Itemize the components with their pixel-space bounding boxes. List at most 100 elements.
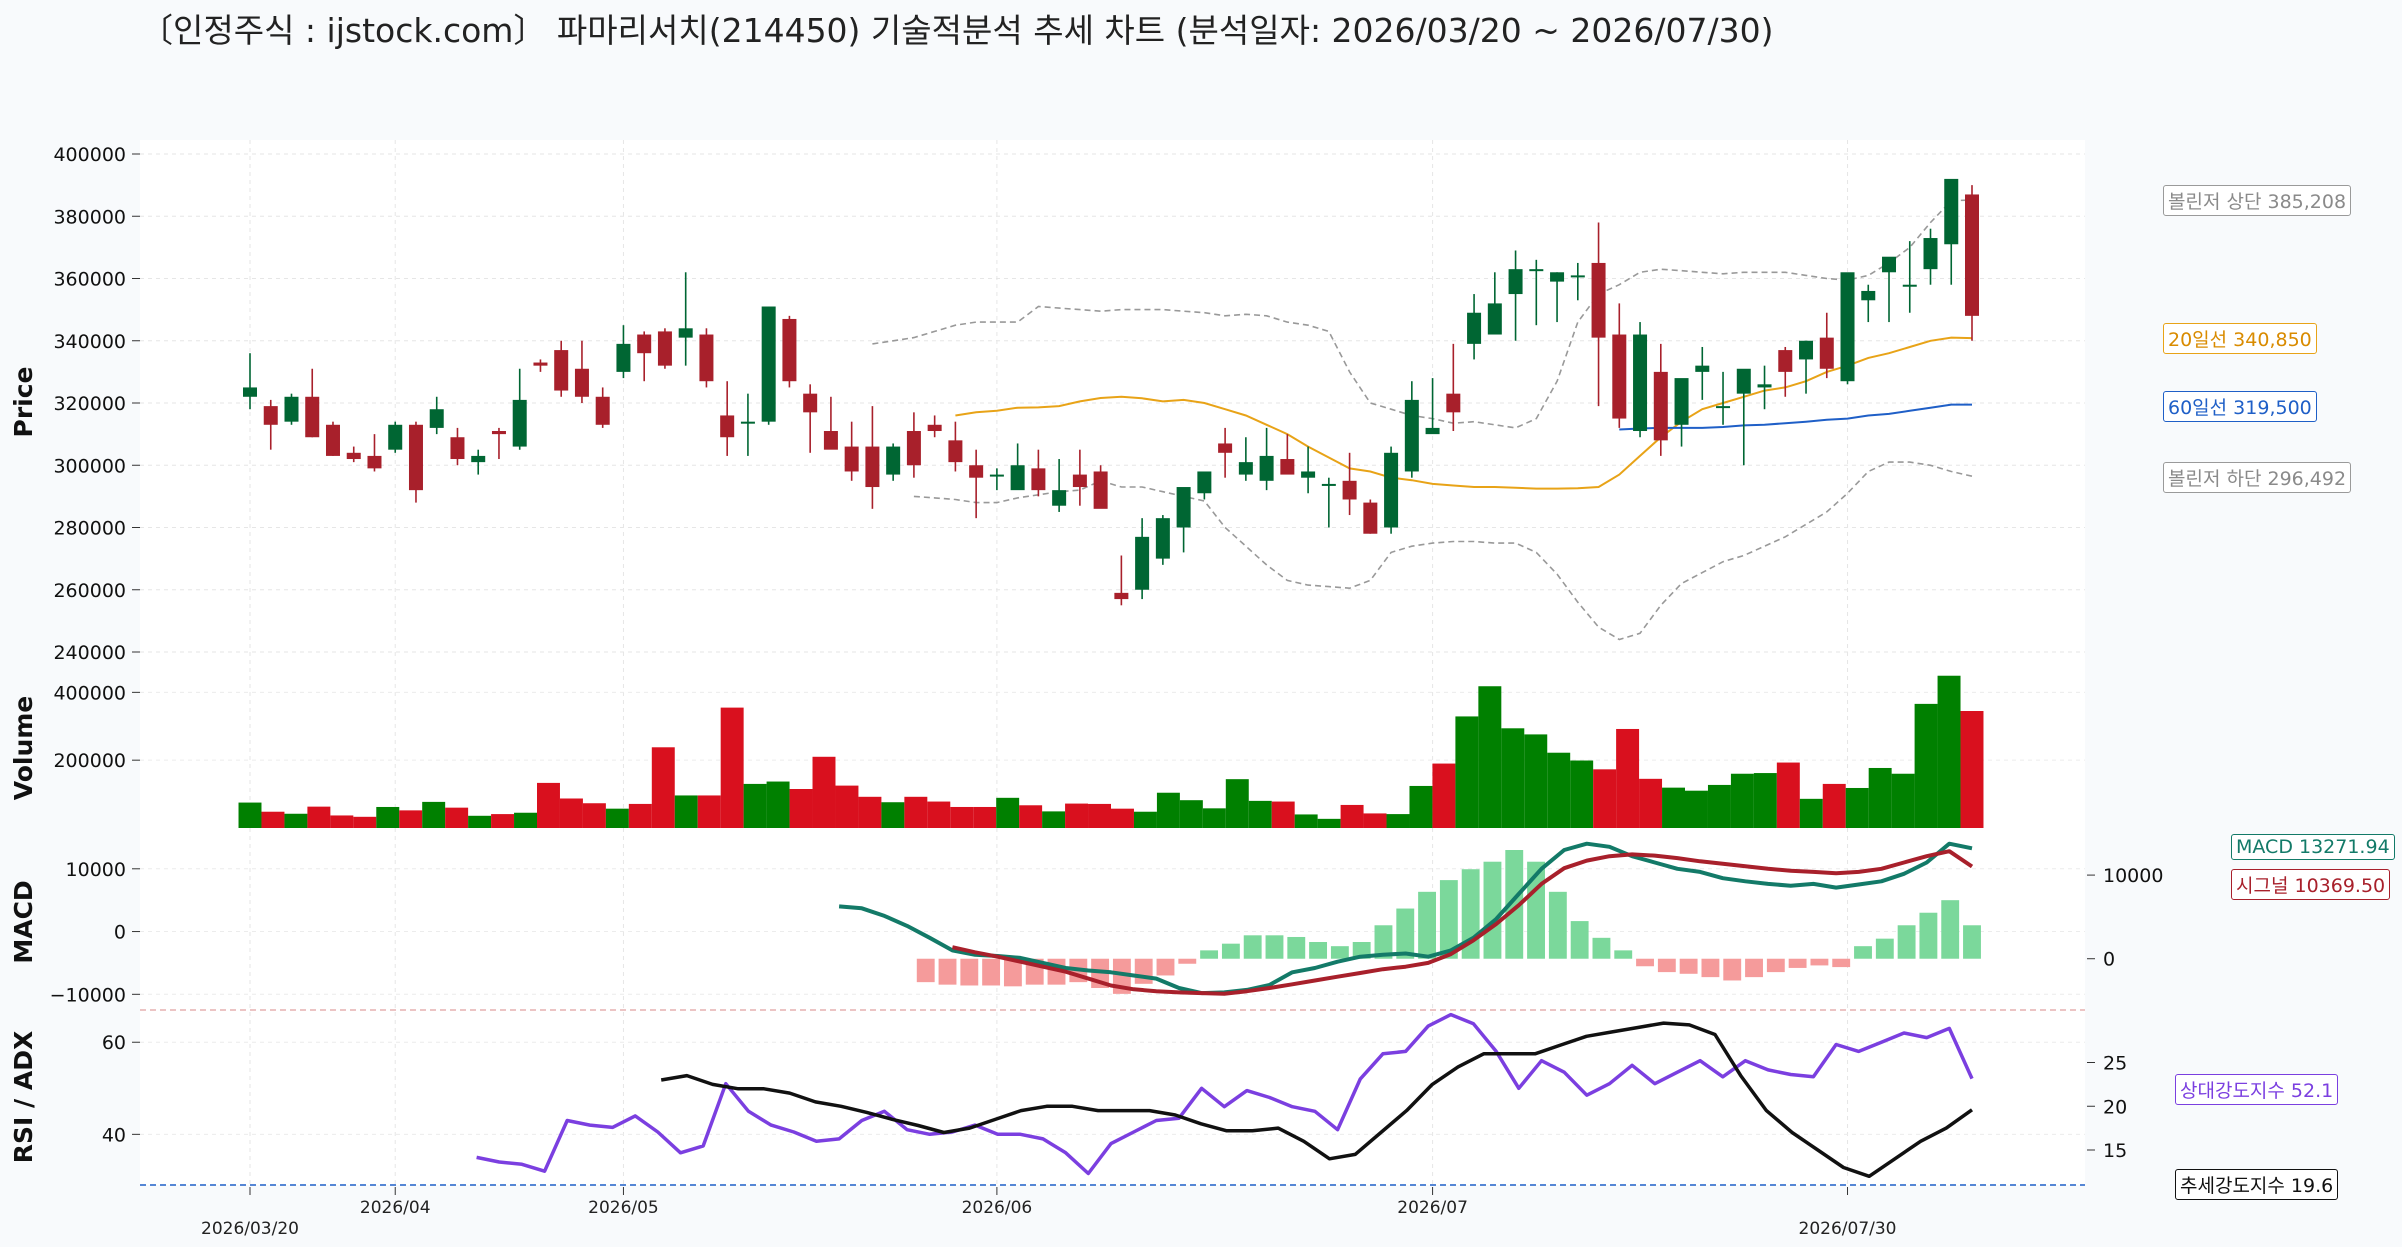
candle-body (1591, 262, 1606, 338)
volume-bar (514, 812, 537, 828)
candle-body (1819, 337, 1834, 369)
x-tick-label: 2026/03/20 (201, 1219, 299, 1239)
legend-adx: 추세강도지수 19.6 (2175, 1169, 2339, 1200)
candle-body (1155, 518, 1170, 559)
macd-right-tick-label: 0 (2103, 949, 2115, 971)
macd-hist-bar (1766, 958, 1785, 973)
volume-bar (1248, 800, 1272, 828)
macd-hist-bar (1330, 946, 1349, 959)
candle-body (1778, 350, 1793, 372)
macd-hist-bar (1919, 912, 1938, 959)
macd-hist-bar (1243, 935, 1262, 959)
volume-bar (1593, 769, 1617, 828)
candle-body (1052, 490, 1067, 506)
grid-layer (140, 140, 2085, 1185)
volume-bar (628, 803, 652, 828)
macd-hist-bar (1156, 958, 1175, 976)
candle-body (637, 334, 652, 354)
candle-body (1840, 272, 1855, 382)
candle-body (782, 318, 797, 382)
macd-hist-bar (1178, 958, 1197, 964)
candle-body (1529, 269, 1544, 272)
volume-bar (1042, 811, 1066, 828)
macd-hist-bar (1723, 958, 1742, 981)
candle-body (989, 474, 1004, 477)
candle-body (720, 415, 735, 438)
legend-boll-upper: 볼린저 상단 385,208 (2163, 185, 2352, 216)
ma60-line (1619, 403, 1972, 431)
candle-body (1238, 462, 1253, 475)
volume-bar (789, 789, 813, 828)
volume-bar (1111, 808, 1134, 828)
volume-bar (858, 796, 882, 828)
volume-bar (1868, 767, 1892, 828)
macd-tick-label: 10000 (66, 859, 126, 881)
price-tick-label: 340000 (53, 331, 126, 353)
volume-bar (1662, 787, 1685, 828)
candle-body (699, 334, 714, 382)
macd-hist-bar (938, 958, 957, 985)
x-tick-label: 2026/04 (360, 1198, 431, 1218)
candle-body (1674, 378, 1689, 425)
macd-hist-bar (1745, 958, 1763, 978)
candle-body (1487, 303, 1502, 335)
candle-body (574, 368, 589, 397)
macd-hist-bar (916, 958, 935, 983)
volume-bar (1202, 808, 1226, 828)
volume-bar (353, 816, 377, 828)
volume-bar (743, 783, 767, 828)
candle-body (1425, 427, 1440, 435)
candle-body (1280, 459, 1295, 475)
volume-bar (1914, 703, 1938, 828)
macd-hist-bar (960, 958, 979, 986)
volume-bar (1133, 811, 1157, 828)
volume-bar (1639, 778, 1663, 828)
macd-hist-bar (1505, 850, 1524, 959)
volume-bar (1822, 783, 1846, 828)
price-tick-label: 400000 (53, 144, 126, 166)
macd-line (838, 841, 1973, 996)
candle-body (1197, 471, 1212, 494)
volume-bar (399, 810, 423, 828)
macd-hist-bar (1963, 925, 1981, 959)
volume-bar (674, 795, 698, 828)
volume-bar (1685, 790, 1708, 828)
candle-body (1799, 340, 1814, 360)
candle-body (284, 396, 299, 422)
x-tick-label: 2026/05 (588, 1198, 659, 1218)
volume-bar (1616, 728, 1640, 828)
price-tick-label: 260000 (53, 580, 126, 602)
rsi-line (476, 1012, 1974, 1176)
macd-hist-bar (1854, 946, 1872, 959)
macd-hist-bar (1396, 908, 1415, 959)
macd-hist-bar (1374, 925, 1393, 959)
volume-bar (996, 797, 1020, 828)
volume-bar (1776, 762, 1800, 828)
volume-bar (766, 781, 790, 828)
x-tick-label: 2026/07 (1397, 1198, 1468, 1218)
volume-bar (1019, 805, 1043, 828)
candle-body (678, 328, 693, 338)
boll-lower-line (913, 461, 1973, 641)
legend-rsi: 상대강도지수 52.1 (2175, 1074, 2339, 1105)
candle-body (1736, 368, 1751, 394)
volume-bar (261, 811, 285, 828)
volume-bar (1730, 773, 1754, 828)
candle-body (325, 424, 340, 456)
macd-hist-bar (1418, 891, 1437, 959)
price-tick-label: 360000 (53, 269, 126, 291)
volume-bar (1799, 798, 1823, 828)
candle-body (1716, 406, 1731, 409)
candle-body (844, 446, 859, 472)
macd-hist-bar (1287, 936, 1306, 959)
candle-body (491, 431, 506, 435)
volume-bar (1179, 800, 1203, 828)
volume-bar (238, 802, 262, 828)
macd-hist-bar (1679, 958, 1698, 974)
volume-bar (1478, 686, 1502, 828)
macd-hist-bar (1309, 942, 1328, 959)
adx-tick-label: 15 (2103, 1140, 2127, 1162)
macd-hist-bar (1483, 861, 1502, 959)
